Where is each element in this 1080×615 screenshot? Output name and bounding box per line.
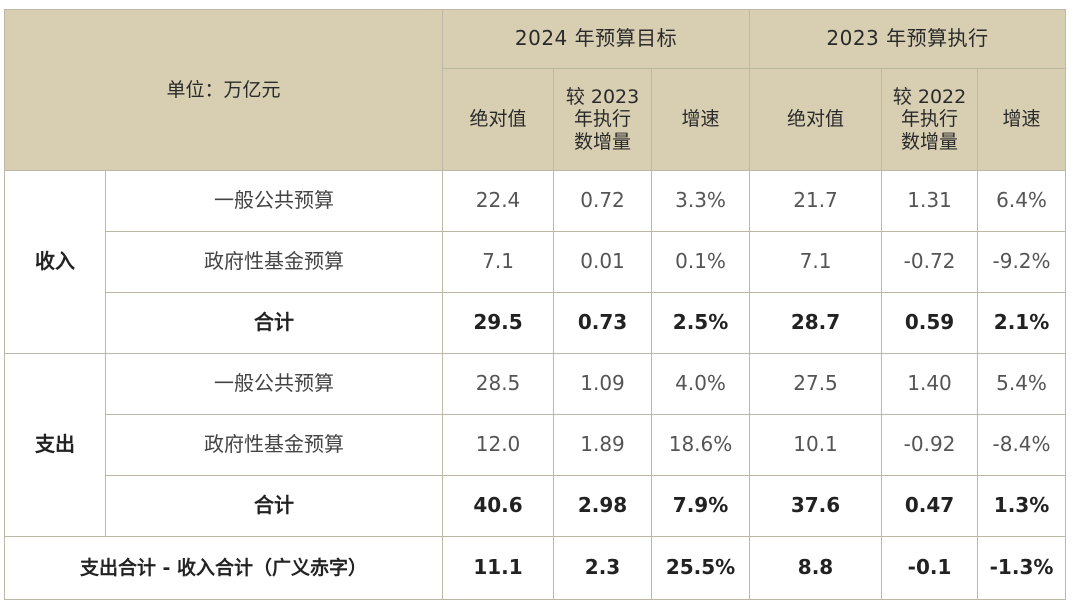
cell-value: 6.4% xyxy=(977,170,1067,232)
cell-value: 37.6 xyxy=(749,475,883,537)
cell-value: 29.5 xyxy=(442,292,555,354)
category-revenue: 收入 xyxy=(4,170,106,354)
cell-value: 21.7 xyxy=(749,170,883,232)
col-2024-increment-line2: 年执行 xyxy=(574,108,632,131)
cell-value: 1.40 xyxy=(881,353,979,415)
row-label: 政府性基金预算 xyxy=(104,231,444,293)
cell-value: 0.72 xyxy=(553,170,653,232)
cell-value: -9.2% xyxy=(977,231,1067,293)
cell-value: 1.31 xyxy=(881,170,979,232)
cell-value: 10.1 xyxy=(749,414,883,476)
cell-value: 5.4% xyxy=(977,353,1067,415)
group-header-2024: 2024 年预算目标 xyxy=(442,9,751,69)
cell-value: 7.1 xyxy=(749,231,883,293)
cell-value: 18.6% xyxy=(651,414,751,476)
cell-value: 3.3% xyxy=(651,170,751,232)
col-2023-absolute: 绝对值 xyxy=(749,68,883,171)
cell-value: 2.3 xyxy=(553,536,653,600)
row-label: 合计 xyxy=(104,475,444,537)
cell-value: 7.1 xyxy=(442,231,555,293)
group-header-2023: 2023 年预算执行 xyxy=(749,9,1067,69)
budget-table: 单位：万亿元 2024 年预算目标 2023 年预算执行 绝对值 较 2023 … xyxy=(3,9,1067,600)
col-2024-growth: 增速 xyxy=(651,68,751,171)
table-row-deficit: 支出合计 - 收入合计（广义赤字） 11.1 2.3 25.5% 8.8 -0.… xyxy=(3,536,1067,600)
row-label: 一般公共预算 xyxy=(104,353,444,415)
cell-value: 28.7 xyxy=(749,292,883,354)
cell-value: 0.59 xyxy=(881,292,979,354)
cell-value: 7.9% xyxy=(651,475,751,537)
col-2024-increment-line3: 数增量 xyxy=(574,130,632,153)
category-expenditure: 支出 xyxy=(4,353,106,537)
col-2023-increment-line1: 较 2022 xyxy=(892,85,967,108)
col-2023-growth: 增速 xyxy=(977,68,1067,171)
cell-value: 1.09 xyxy=(553,353,653,415)
cell-value: 25.5% xyxy=(651,536,751,600)
cell-value: 4.0% xyxy=(651,353,751,415)
col-2024-absolute: 绝对值 xyxy=(442,68,555,171)
cell-value: -0.92 xyxy=(881,414,979,476)
cell-value: 2.5% xyxy=(651,292,751,354)
table-row: 收入 一般公共预算 22.4 0.72 3.3% 21.7 1.31 6.4% xyxy=(4,170,1067,354)
cell-value: 8.8 xyxy=(749,536,883,600)
cell-value: -8.4% xyxy=(977,414,1067,476)
cell-value: 28.5 xyxy=(442,353,555,415)
row-label: 一般公共预算 xyxy=(104,170,444,232)
cell-value: 27.5 xyxy=(749,353,883,415)
cell-value: -0.72 xyxy=(881,231,979,293)
cell-value: 2.98 xyxy=(553,475,653,537)
table-row: 支出 一般公共预算 28.5 1.09 4.0% 27.5 1.40 5.4% xyxy=(4,353,1067,537)
col-2023-increment-line3: 数增量 xyxy=(901,130,959,153)
col-2024-increment: 较 2023 年执行 数增量 xyxy=(553,68,653,171)
cell-value: 2.1% xyxy=(977,292,1067,354)
cell-value: 0.01 xyxy=(553,231,653,293)
col-2024-increment-line1: 较 2023 xyxy=(565,85,640,108)
cell-value: 0.73 xyxy=(553,292,653,354)
table-row-total: 合计 29.5 0.73 2.5% 28.7 0.59 2.1% xyxy=(5,292,1067,354)
col-2023-increment-line2: 年执行 xyxy=(901,108,959,131)
cell-value: 11.1 xyxy=(442,536,555,600)
deficit-label: 支出合计 - 收入合计（广义赤字） xyxy=(3,536,444,600)
table-row: 政府性基金预算 7.1 0.01 0.1% 7.1 -0.72 -9.2% xyxy=(5,231,1067,293)
row-label: 合计 xyxy=(104,292,444,354)
cell-value: 0.47 xyxy=(881,475,979,537)
cell-value: 1.89 xyxy=(553,414,653,476)
table-row-total: 合计 40.6 2.98 7.9% 37.6 0.47 1.3% xyxy=(5,475,1067,537)
unit-label: 单位：万亿元 xyxy=(3,9,444,171)
col-2023-increment: 较 2022 年执行 数增量 xyxy=(881,68,979,171)
cell-value: 12.0 xyxy=(442,414,555,476)
row-label: 政府性基金预算 xyxy=(104,414,444,476)
table-row: 政府性基金预算 12.0 1.89 18.6% 10.1 -0.92 -8.4% xyxy=(5,414,1067,476)
cell-value: 1.3% xyxy=(977,475,1067,537)
cell-value: 22.4 xyxy=(442,170,555,232)
cell-value: -1.3% xyxy=(977,536,1067,600)
cell-value: -0.1 xyxy=(881,536,979,600)
cell-value: 40.6 xyxy=(442,475,555,537)
cell-value: 0.1% xyxy=(651,231,751,293)
